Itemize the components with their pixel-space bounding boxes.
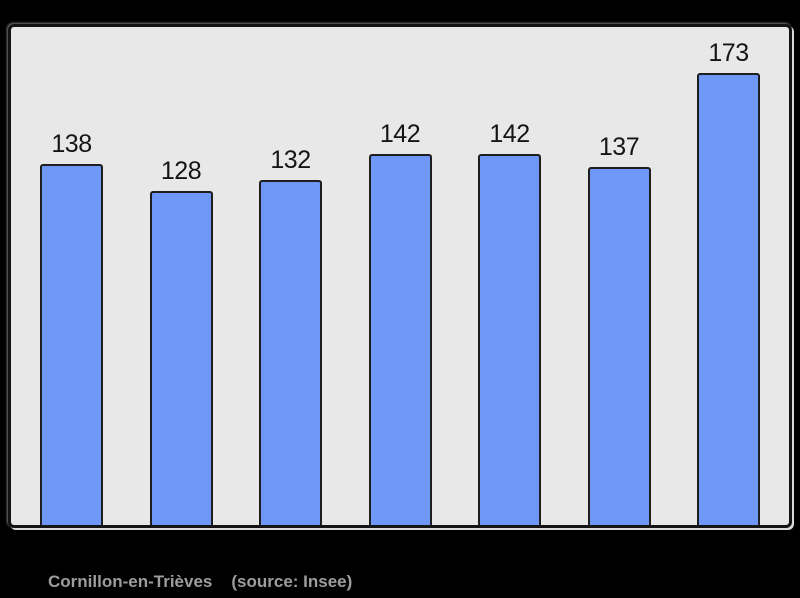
- bar-value-label: 138: [51, 130, 92, 158]
- source-note: (source: Insee): [231, 572, 353, 591]
- plot-area: 138 128 132 142 142 137 173: [11, 27, 789, 525]
- bar-group: 138: [40, 132, 103, 525]
- bar: [259, 180, 322, 525]
- bar-group: 142: [368, 120, 432, 525]
- bar-group: 173: [697, 41, 760, 525]
- bar: [697, 73, 760, 525]
- bar: [368, 154, 432, 525]
- bar: [587, 167, 651, 525]
- bar-value-label: 142: [489, 120, 530, 148]
- bar: [478, 154, 541, 525]
- bar-value-label: 128: [160, 157, 202, 185]
- bar-group: 142: [478, 122, 541, 525]
- chart-panel: 138 128 132 142 142 137 173: [8, 24, 792, 528]
- bar: [40, 164, 103, 525]
- bar-value-label: 137: [598, 133, 640, 161]
- bar-value-label: 142: [379, 120, 421, 148]
- chart-caption: Cornillon-en-Trièves (source: Insee): [48, 572, 352, 592]
- bar-group: 132: [259, 148, 322, 525]
- commune-name: Cornillon-en-Trièves: [48, 572, 213, 591]
- bar: [149, 191, 213, 525]
- bar-group: 128: [149, 157, 213, 525]
- bar-value-label: 173: [708, 39, 749, 67]
- bar-value-label: 132: [270, 146, 311, 174]
- bar-group: 137: [587, 133, 651, 525]
